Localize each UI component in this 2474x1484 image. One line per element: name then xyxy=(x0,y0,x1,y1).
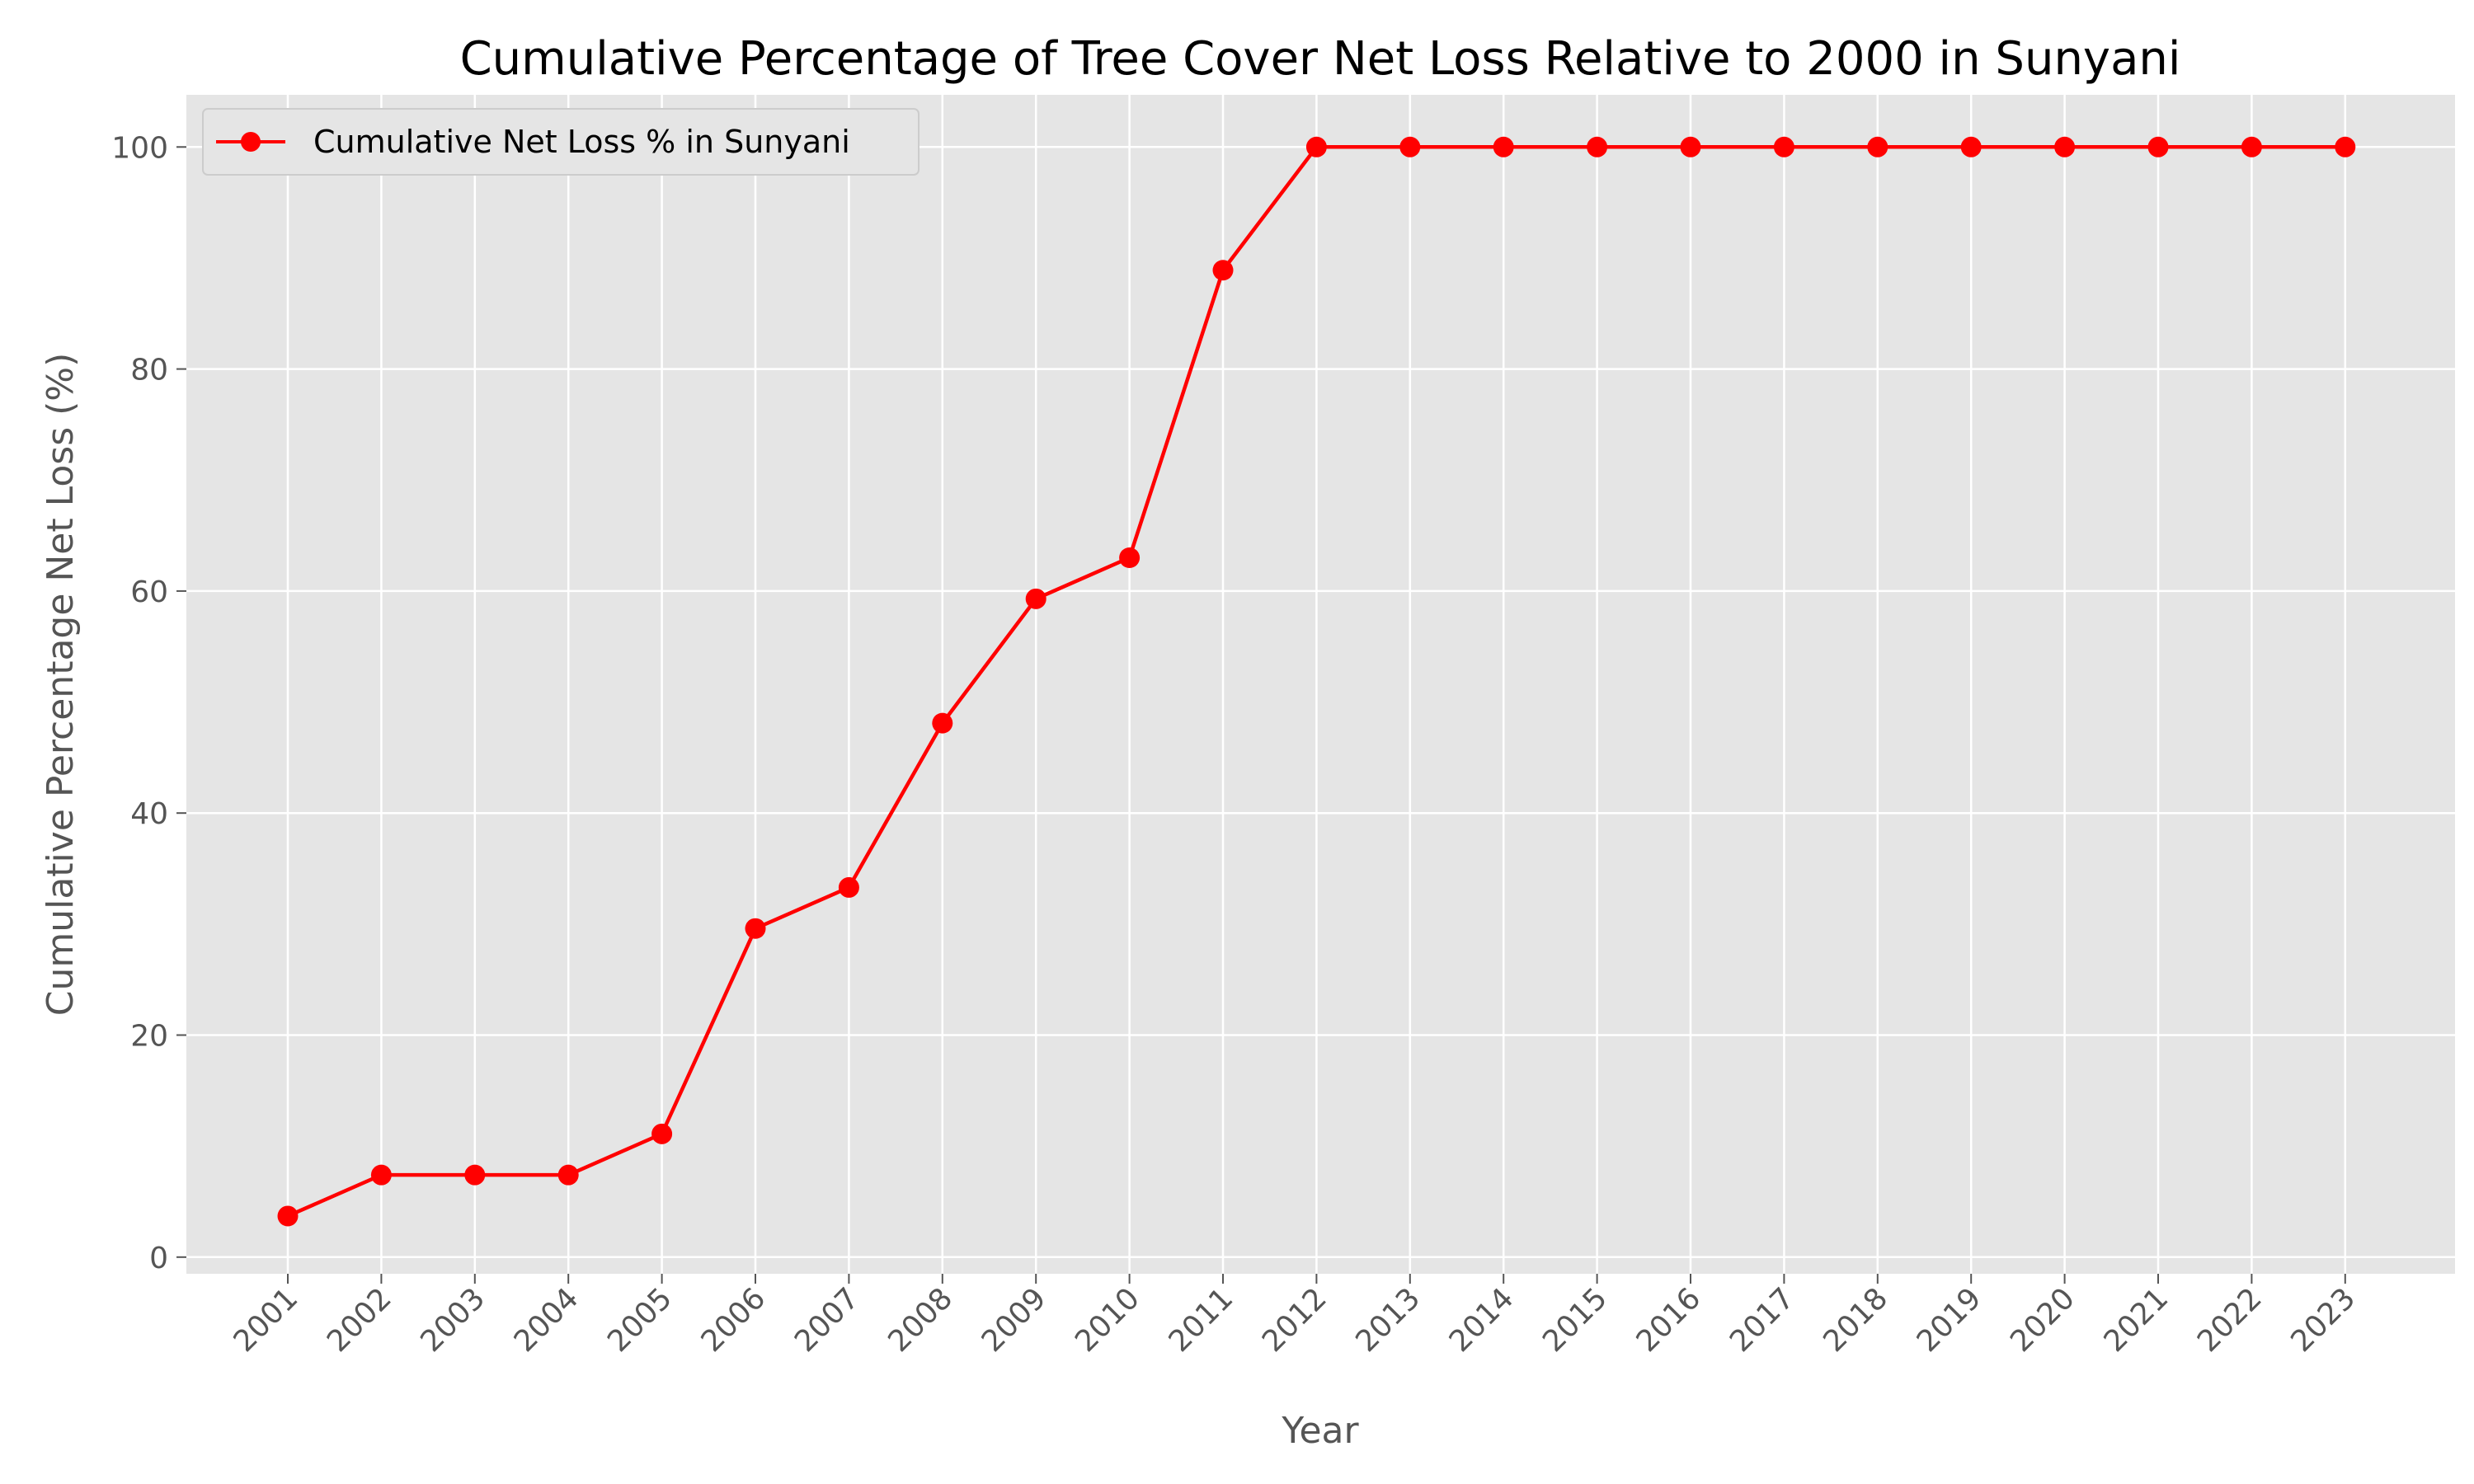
x-tick-label: 2010 xyxy=(1069,1281,1146,1359)
data-point xyxy=(370,1164,392,1186)
x-tick-label: 2011 xyxy=(1163,1281,1240,1359)
data-point xyxy=(1773,136,1794,157)
data-point xyxy=(1867,136,1888,157)
y-axis-ticks: 0 20 40 60 80 100 xyxy=(111,131,186,1275)
data-point xyxy=(838,876,859,898)
x-tick-label: 2016 xyxy=(1630,1281,1708,1359)
x-tick-label: 2017 xyxy=(1724,1281,1801,1359)
x-tick-label: 2001 xyxy=(228,1281,305,1359)
legend-label: Cumulative Net Loss % in Sunyani xyxy=(313,124,850,160)
y-tick-label: 0 xyxy=(149,1242,168,1275)
data-point xyxy=(1399,136,1421,157)
data-point xyxy=(651,1123,673,1144)
x-tick-label: 2012 xyxy=(1256,1281,1333,1359)
y-axis-label: Cumulative Percentage Net Loss (%) xyxy=(40,353,82,1016)
y-tick-label: 20 xyxy=(130,1019,168,1053)
x-tick-label: 2022 xyxy=(2191,1281,2269,1359)
data-point xyxy=(1587,136,1608,157)
legend-box xyxy=(202,108,920,176)
data-point xyxy=(2241,136,2262,157)
x-tick-label: 2008 xyxy=(882,1281,959,1359)
data-point xyxy=(1119,547,1141,568)
plot-background xyxy=(186,95,2455,1274)
data-point xyxy=(464,1164,486,1186)
data-point xyxy=(1493,136,1514,157)
x-tick-label: 2005 xyxy=(601,1281,679,1359)
data-point xyxy=(2054,136,2076,157)
x-tick-label: 2004 xyxy=(508,1281,586,1359)
y-tick-label: 40 xyxy=(130,797,168,831)
data-series xyxy=(277,136,2356,1227)
data-point xyxy=(557,1164,579,1186)
data-point xyxy=(932,712,953,734)
x-axis-ticks: 2001 2002 2003 2004 2005 2006 2007 2008 2009 2010… xyxy=(228,1274,2362,1359)
x-tick-label: 2021 xyxy=(2098,1281,2175,1359)
data-point xyxy=(2335,136,2356,157)
x-tick-label: 2003 xyxy=(414,1281,492,1359)
x-tick-label: 2007 xyxy=(788,1281,866,1359)
data-point xyxy=(2147,136,2169,157)
data-point xyxy=(277,1205,299,1227)
x-tick-label: 2006 xyxy=(695,1281,773,1359)
x-tick-label: 2018 xyxy=(1817,1281,1894,1359)
y-tick-label: 80 xyxy=(130,354,168,387)
y-tick-label: 100 xyxy=(111,131,168,165)
data-point xyxy=(745,918,766,939)
x-axis-label: Year xyxy=(1281,1410,1359,1452)
data-point xyxy=(1025,588,1047,609)
data-point xyxy=(1212,260,1234,281)
data-point xyxy=(1960,136,1982,157)
x-tick-label: 2019 xyxy=(1911,1281,1988,1359)
legend-marker-swatch xyxy=(241,132,261,152)
x-tick-label: 2009 xyxy=(976,1281,1053,1359)
x-tick-label: 2014 xyxy=(1443,1281,1521,1359)
legend: Cumulative Net Loss % in Sunyani xyxy=(202,108,920,176)
x-tick-label: 2023 xyxy=(2284,1281,2362,1359)
data-point xyxy=(1680,136,1701,157)
y-tick-label: 60 xyxy=(130,575,168,609)
data-point xyxy=(1305,136,1327,157)
x-tick-label: 2002 xyxy=(321,1281,398,1359)
x-tick-label: 2020 xyxy=(2004,1281,2081,1359)
x-tick-label: 2013 xyxy=(1349,1281,1427,1359)
x-tick-label: 2015 xyxy=(1536,1281,1614,1359)
chart-title: Cumulative Percentage of Tree Cover Net … xyxy=(460,32,2181,86)
